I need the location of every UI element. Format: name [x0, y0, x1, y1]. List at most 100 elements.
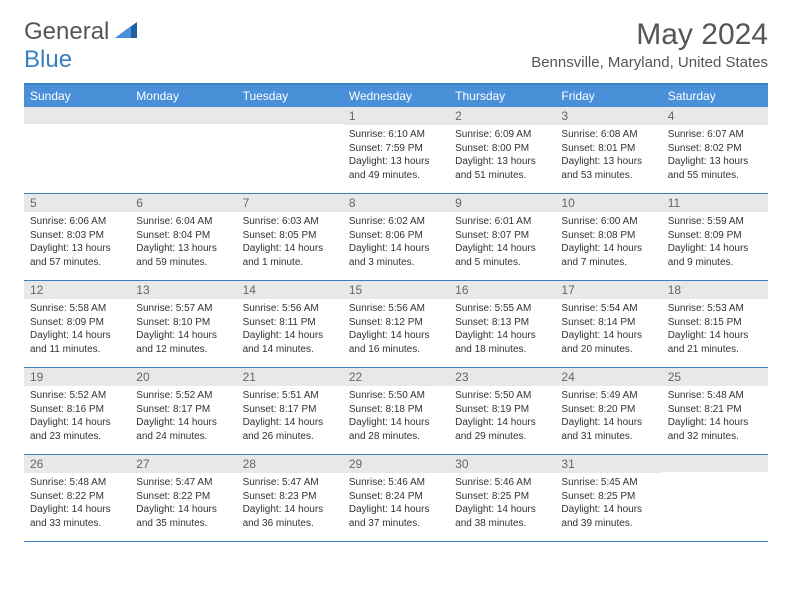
- weekday-header: Tuesday: [237, 85, 343, 107]
- day-details: Sunrise: 5:47 AMSunset: 8:22 PMDaylight:…: [130, 473, 236, 533]
- day-cell: 10Sunrise: 6:00 AMSunset: 8:08 PMDayligh…: [555, 194, 661, 280]
- day-details: Sunrise: 6:08 AMSunset: 8:01 PMDaylight:…: [555, 125, 661, 185]
- day-details: Sunrise: 5:46 AMSunset: 8:24 PMDaylight:…: [343, 473, 449, 533]
- day-cell: 20Sunrise: 5:52 AMSunset: 8:17 PMDayligh…: [130, 368, 236, 454]
- day-number: 21: [237, 368, 343, 386]
- day-details: Sunrise: 5:56 AMSunset: 8:11 PMDaylight:…: [237, 299, 343, 359]
- day-cell: 23Sunrise: 5:50 AMSunset: 8:19 PMDayligh…: [449, 368, 555, 454]
- logo-blue-wrap: Blue: [24, 46, 72, 74]
- week-row: 26Sunrise: 5:48 AMSunset: 8:22 PMDayligh…: [24, 455, 768, 542]
- day-details: Sunrise: 6:07 AMSunset: 8:02 PMDaylight:…: [662, 125, 768, 185]
- day-cell: 7Sunrise: 6:03 AMSunset: 8:05 PMDaylight…: [237, 194, 343, 280]
- weekday-header: Sunday: [24, 85, 130, 107]
- day-cell: 25Sunrise: 5:48 AMSunset: 8:21 PMDayligh…: [662, 368, 768, 454]
- day-details: Sunrise: 5:59 AMSunset: 8:09 PMDaylight:…: [662, 212, 768, 272]
- day-cell: 19Sunrise: 5:52 AMSunset: 8:16 PMDayligh…: [24, 368, 130, 454]
- weekday-header: Wednesday: [343, 85, 449, 107]
- day-cell: 1Sunrise: 6:10 AMSunset: 7:59 PMDaylight…: [343, 107, 449, 193]
- day-number: 9: [449, 194, 555, 212]
- day-number: 24: [555, 368, 661, 386]
- day-details: Sunrise: 5:52 AMSunset: 8:17 PMDaylight:…: [130, 386, 236, 446]
- day-cell: 12Sunrise: 5:58 AMSunset: 8:09 PMDayligh…: [24, 281, 130, 367]
- day-number: 10: [555, 194, 661, 212]
- day-number: 18: [662, 281, 768, 299]
- day-cell: 29Sunrise: 5:46 AMSunset: 8:24 PMDayligh…: [343, 455, 449, 541]
- day-cell: 4Sunrise: 6:07 AMSunset: 8:02 PMDaylight…: [662, 107, 768, 193]
- day-number: 23: [449, 368, 555, 386]
- day-details: Sunrise: 6:04 AMSunset: 8:04 PMDaylight:…: [130, 212, 236, 272]
- day-details: Sunrise: 6:00 AMSunset: 8:08 PMDaylight:…: [555, 212, 661, 272]
- logo-text-general: General: [24, 18, 109, 46]
- day-number: 20: [130, 368, 236, 386]
- day-details: Sunrise: 6:09 AMSunset: 8:00 PMDaylight:…: [449, 125, 555, 185]
- day-number: 30: [449, 455, 555, 473]
- location-text: Bennsville, Maryland, United States: [531, 54, 768, 71]
- day-cell: [24, 107, 130, 193]
- day-number: 4: [662, 107, 768, 125]
- day-details: Sunrise: 5:53 AMSunset: 8:15 PMDaylight:…: [662, 299, 768, 359]
- week-row: 1Sunrise: 6:10 AMSunset: 7:59 PMDaylight…: [24, 107, 768, 194]
- logo-text-blue: Blue: [24, 46, 72, 73]
- day-details: Sunrise: 5:56 AMSunset: 8:12 PMDaylight:…: [343, 299, 449, 359]
- day-details: Sunrise: 5:48 AMSunset: 8:21 PMDaylight:…: [662, 386, 768, 446]
- day-details: Sunrise: 5:47 AMSunset: 8:23 PMDaylight:…: [237, 473, 343, 533]
- day-details: Sunrise: 5:55 AMSunset: 8:13 PMDaylight:…: [449, 299, 555, 359]
- day-number: 27: [130, 455, 236, 473]
- day-cell: 2Sunrise: 6:09 AMSunset: 8:00 PMDaylight…: [449, 107, 555, 193]
- day-cell: 18Sunrise: 5:53 AMSunset: 8:15 PMDayligh…: [662, 281, 768, 367]
- logo-triangle-icon: [115, 20, 137, 45]
- day-number: 12: [24, 281, 130, 299]
- day-details: Sunrise: 5:50 AMSunset: 8:18 PMDaylight:…: [343, 386, 449, 446]
- day-number: [130, 107, 236, 124]
- day-number: 6: [130, 194, 236, 212]
- day-cell: 3Sunrise: 6:08 AMSunset: 8:01 PMDaylight…: [555, 107, 661, 193]
- day-cell: 17Sunrise: 5:54 AMSunset: 8:14 PMDayligh…: [555, 281, 661, 367]
- day-cell: 11Sunrise: 5:59 AMSunset: 8:09 PMDayligh…: [662, 194, 768, 280]
- day-number: 8: [343, 194, 449, 212]
- weekday-header: Thursday: [449, 85, 555, 107]
- day-number: 16: [449, 281, 555, 299]
- day-number: 13: [130, 281, 236, 299]
- day-details: Sunrise: 5:57 AMSunset: 8:10 PMDaylight:…: [130, 299, 236, 359]
- day-cell: [237, 107, 343, 193]
- week-row: 5Sunrise: 6:06 AMSunset: 8:03 PMDaylight…: [24, 194, 768, 281]
- day-cell: 16Sunrise: 5:55 AMSunset: 8:13 PMDayligh…: [449, 281, 555, 367]
- day-number: [237, 107, 343, 124]
- day-number: 31: [555, 455, 661, 473]
- weekday-header: Saturday: [662, 85, 768, 107]
- day-details: Sunrise: 5:54 AMSunset: 8:14 PMDaylight:…: [555, 299, 661, 359]
- day-number: 19: [24, 368, 130, 386]
- day-details: Sunrise: 6:01 AMSunset: 8:07 PMDaylight:…: [449, 212, 555, 272]
- day-cell: 24Sunrise: 5:49 AMSunset: 8:20 PMDayligh…: [555, 368, 661, 454]
- day-cell: 15Sunrise: 5:56 AMSunset: 8:12 PMDayligh…: [343, 281, 449, 367]
- day-cell: 6Sunrise: 6:04 AMSunset: 8:04 PMDaylight…: [130, 194, 236, 280]
- day-number: 3: [555, 107, 661, 125]
- day-cell: 14Sunrise: 5:56 AMSunset: 8:11 PMDayligh…: [237, 281, 343, 367]
- day-number: 29: [343, 455, 449, 473]
- day-cell: [130, 107, 236, 193]
- day-details: Sunrise: 5:52 AMSunset: 8:16 PMDaylight:…: [24, 386, 130, 446]
- day-cell: 9Sunrise: 6:01 AMSunset: 8:07 PMDaylight…: [449, 194, 555, 280]
- day-details: Sunrise: 6:02 AMSunset: 8:06 PMDaylight:…: [343, 212, 449, 272]
- day-number: 2: [449, 107, 555, 125]
- day-details: Sunrise: 6:06 AMSunset: 8:03 PMDaylight:…: [24, 212, 130, 272]
- day-number: 25: [662, 368, 768, 386]
- day-number: 11: [662, 194, 768, 212]
- day-number: 14: [237, 281, 343, 299]
- day-details: Sunrise: 5:51 AMSunset: 8:17 PMDaylight:…: [237, 386, 343, 446]
- day-details: Sunrise: 6:03 AMSunset: 8:05 PMDaylight:…: [237, 212, 343, 272]
- day-number: 17: [555, 281, 661, 299]
- day-number: 1: [343, 107, 449, 125]
- day-cell: 22Sunrise: 5:50 AMSunset: 8:18 PMDayligh…: [343, 368, 449, 454]
- day-cell: 26Sunrise: 5:48 AMSunset: 8:22 PMDayligh…: [24, 455, 130, 541]
- day-number: 5: [24, 194, 130, 212]
- calendar: SundayMondayTuesdayWednesdayThursdayFrid…: [24, 83, 768, 542]
- day-cell: 13Sunrise: 5:57 AMSunset: 8:10 PMDayligh…: [130, 281, 236, 367]
- title-block: May 2024 Bennsville, Maryland, United St…: [531, 18, 768, 71]
- day-details: Sunrise: 5:48 AMSunset: 8:22 PMDaylight:…: [24, 473, 130, 533]
- day-details: Sunrise: 5:58 AMSunset: 8:09 PMDaylight:…: [24, 299, 130, 359]
- day-number: [662, 455, 768, 472]
- day-details: Sunrise: 5:50 AMSunset: 8:19 PMDaylight:…: [449, 386, 555, 446]
- logo: General: [24, 18, 139, 46]
- day-cell: 8Sunrise: 6:02 AMSunset: 8:06 PMDaylight…: [343, 194, 449, 280]
